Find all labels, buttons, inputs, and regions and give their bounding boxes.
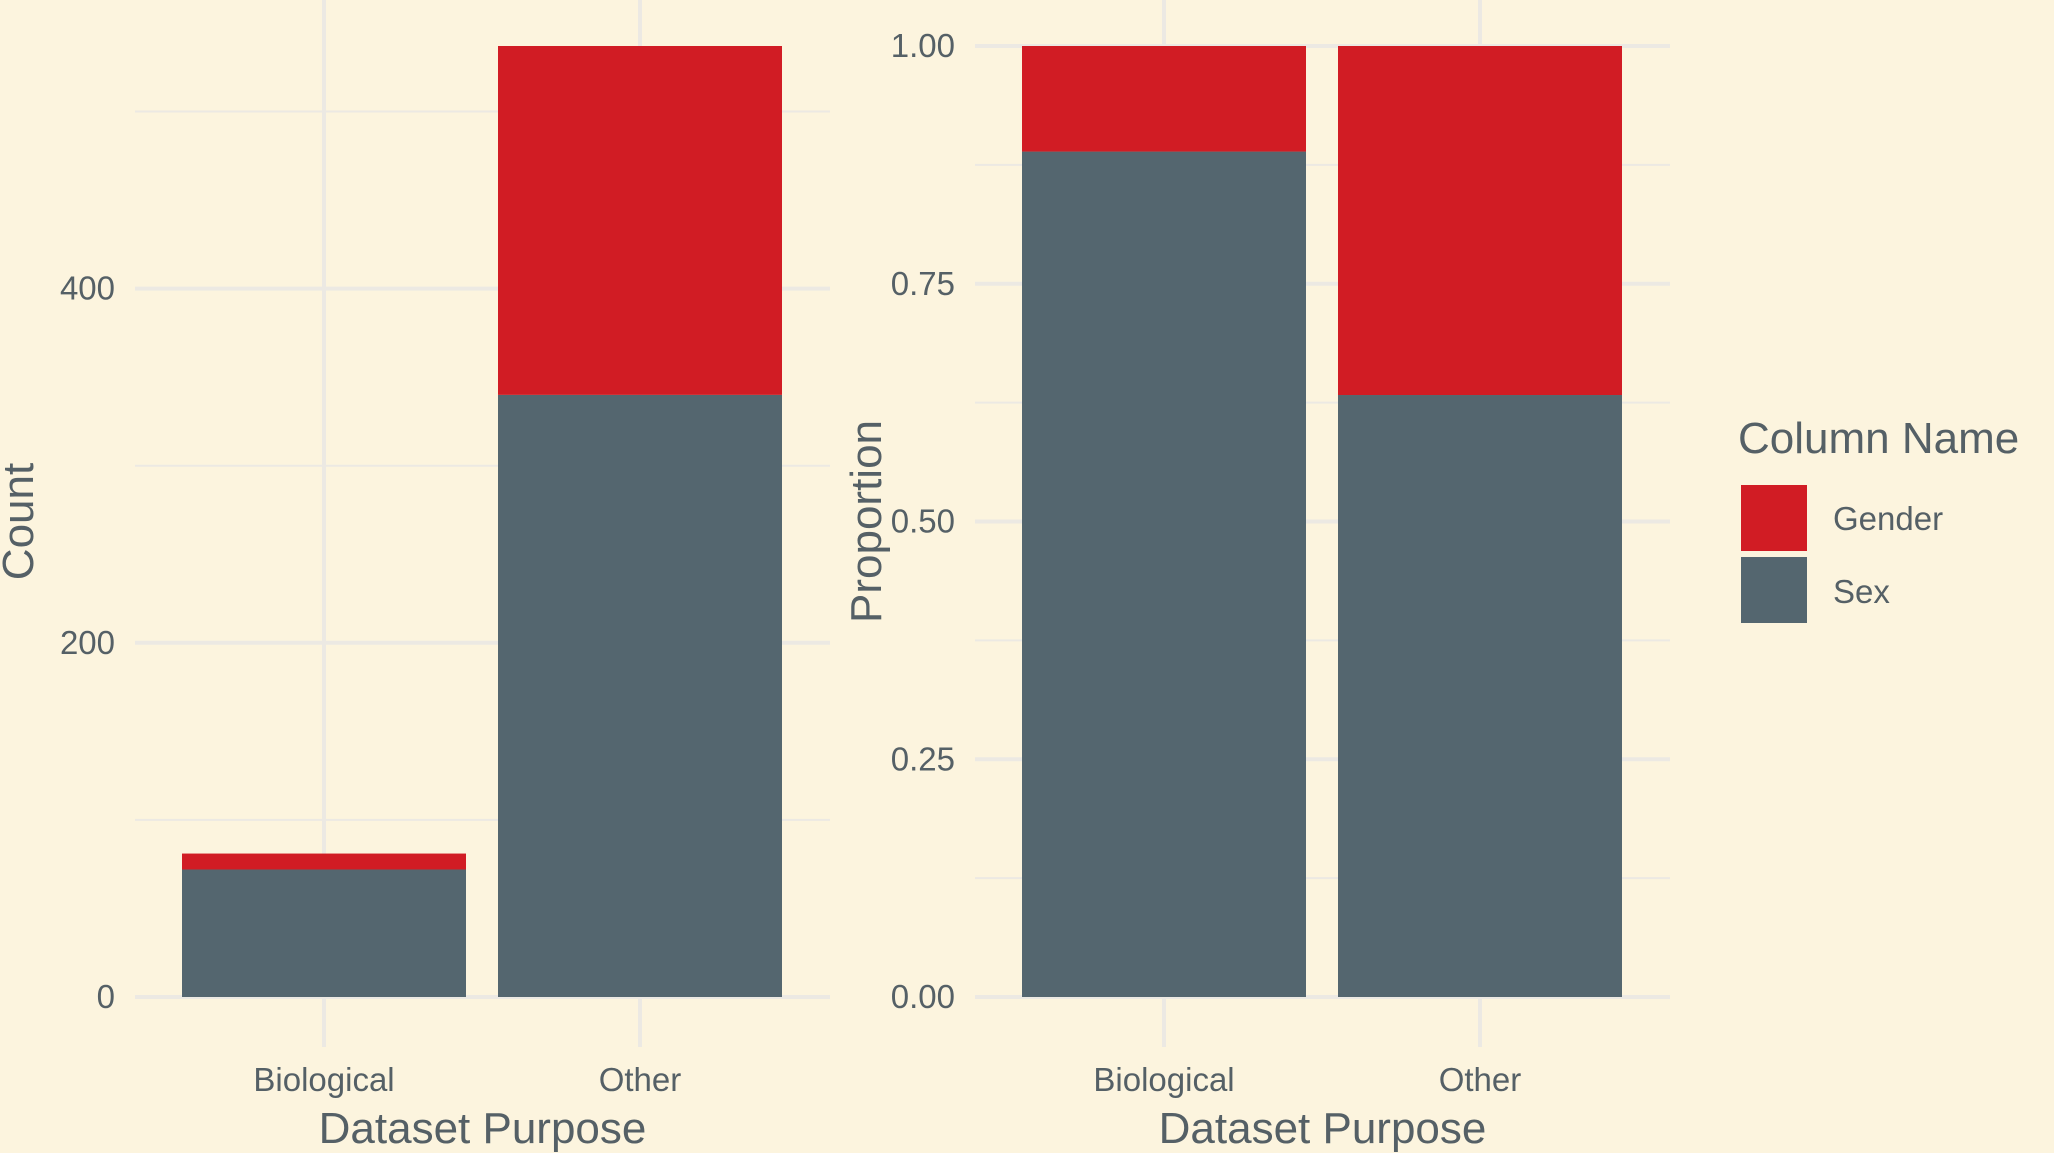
x-tick-label: Biological: [253, 1061, 394, 1098]
y-tick-label: 0.00: [891, 978, 955, 1015]
y-axis-title: Count: [0, 463, 43, 580]
x-axis-title: Dataset Purpose: [1159, 1104, 1487, 1153]
x-tick-label: Biological: [1093, 1061, 1234, 1098]
legend-label-sex: Sex: [1833, 573, 1890, 610]
y-tick-label: 400: [60, 270, 115, 307]
legend-label-gender: Gender: [1833, 500, 1943, 537]
proportion-panel: 0.00 0.25 0.50 0.75 1.00 Biological Other Datas…: [842, 0, 1670, 1153]
bar-gender-biological: [182, 853, 466, 870]
y-tick-label: 0.25: [891, 740, 955, 777]
x-tick-label: Other: [1439, 1061, 1522, 1098]
y-tick-label: 1.00: [891, 27, 955, 64]
count-panel: 0 200 400 Biological Other Dataset Purpose Cou…: [0, 0, 830, 1153]
bar-sex-other: [498, 394, 782, 998]
bar-gender-biological: [1022, 46, 1306, 152]
y-tick-label: 0: [97, 978, 115, 1015]
legend-title: Column Name: [1738, 414, 2019, 463]
bar-gender-other: [498, 46, 782, 395]
bar-sex-biological: [1022, 151, 1306, 997]
y-axis-title: Proportion: [842, 420, 891, 623]
legend-swatch-gender: [1741, 485, 1807, 551]
legend-swatch-sex: [1741, 557, 1807, 623]
y-tick-label: 0.75: [891, 265, 955, 302]
x-axis-title: Dataset Purpose: [319, 1104, 647, 1153]
y-tick-label: 200: [60, 624, 115, 661]
x-tick-label: Other: [599, 1061, 682, 1098]
bar-sex-biological: [182, 869, 466, 997]
bar-gender-other: [1338, 46, 1622, 396]
legend: Column Name Gender Sex: [1738, 414, 2019, 623]
y-tick-label: 0.50: [891, 503, 955, 540]
bar-sex-other: [1338, 395, 1622, 998]
